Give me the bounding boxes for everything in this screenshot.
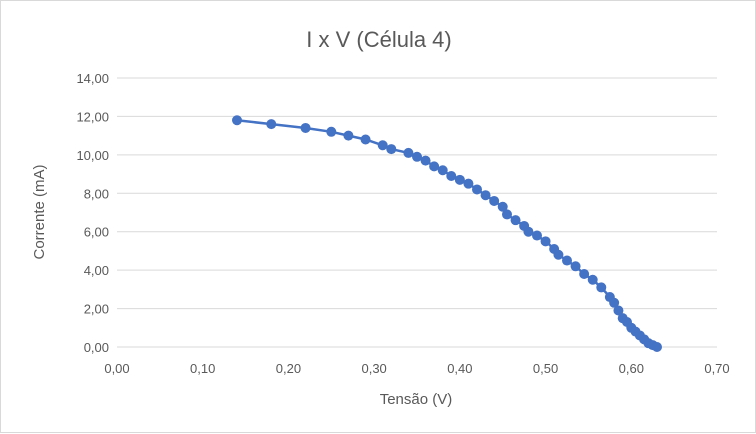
y-tick-label: 2,00 [84,302,109,317]
data-point [596,282,607,293]
series-line [236,119,658,349]
data-point [454,174,465,185]
tick-labels: 0,00 2,00 4,00 6,00 8,00 10,00 12,00 14,00 0,00 0… [76,71,729,376]
chart-title: I x V (Célula 4) [306,27,452,52]
data-point [609,297,620,308]
data-point [480,190,491,201]
x-tick-label: 0,60 [619,361,644,376]
data-point [510,215,521,226]
data-point [232,115,242,126]
data-point [266,119,277,130]
data-point [523,226,534,237]
data-point [420,155,431,166]
x-tick-label: 0,50 [533,361,558,376]
data-point [532,230,542,241]
series-group [232,115,662,352]
grid [117,77,717,348]
data-point [613,305,624,316]
data-point [489,195,500,206]
x-tick-label: 0,00 [104,361,129,376]
data-point [360,134,371,145]
data-point [587,274,598,285]
data-point [377,140,388,151]
data-point [472,184,482,195]
y-tick-label: 12,00 [76,109,109,124]
x-tick-label: 0,10 [190,361,215,376]
x-tick-label: 0,30 [361,361,386,376]
y-tick-label: 4,00 [84,263,109,278]
data-point [553,249,564,260]
data-point [386,144,397,155]
y-tick-label: 14,00 [76,71,109,86]
data-point [300,122,311,133]
data-point [446,170,457,181]
x-axis-label: Tensão (V) [380,391,453,408]
y-tick-label: 10,00 [76,148,109,163]
y-axis-label: Corrente (mA) [31,164,48,259]
data-point [502,209,512,220]
data-point [403,147,414,158]
data-point [579,268,590,279]
data-point [463,178,474,189]
data-point [429,161,440,172]
data-point [437,165,448,176]
data-point [343,130,354,141]
data-point [326,126,337,137]
data-point [540,236,551,247]
y-tick-label: 8,00 [84,186,109,201]
data-point [497,201,508,212]
y-tick-label: 6,00 [84,225,109,240]
y-tick-label: 0,00 [84,340,109,355]
data-point [412,151,422,162]
x-tick-label: 0,40 [447,361,472,376]
x-tick-label: 0,70 [704,361,729,376]
x-tick-label: 0,20 [276,361,301,376]
data-point [570,261,581,272]
data-point [652,342,662,352]
data-point [562,255,572,266]
